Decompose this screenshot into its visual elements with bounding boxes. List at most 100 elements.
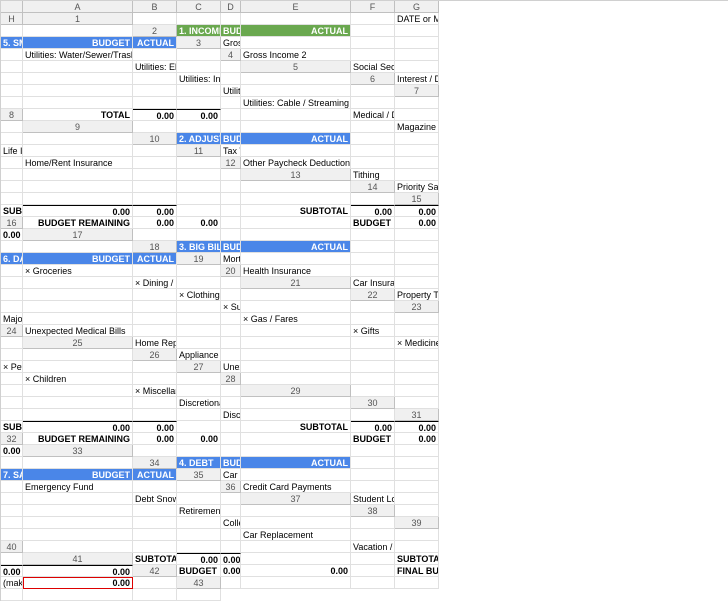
cell[interactable] <box>23 493 133 505</box>
cell[interactable] <box>221 349 241 361</box>
cell[interactable] <box>395 97 439 109</box>
cell[interactable] <box>221 61 241 73</box>
cell[interactable]: Interest / Dividends <box>395 73 439 85</box>
cell[interactable]: Appliance Replacement <box>177 349 221 361</box>
cell[interactable] <box>351 121 395 133</box>
cell[interactable] <box>133 505 177 517</box>
cell[interactable] <box>351 97 395 109</box>
cell[interactable] <box>221 445 241 457</box>
cell[interactable]: ACTUAL <box>241 457 351 469</box>
cell[interactable] <box>133 193 177 205</box>
cell[interactable] <box>1 241 23 253</box>
cell[interactable] <box>177 301 221 313</box>
cell[interactable] <box>177 121 221 133</box>
cell[interactable]: 0.00 <box>351 421 395 433</box>
cell[interactable] <box>395 529 439 541</box>
cell[interactable]: Gifts <box>351 325 395 337</box>
cell[interactable] <box>23 457 133 469</box>
cell[interactable] <box>1 157 23 169</box>
cell[interactable] <box>241 73 351 85</box>
cell[interactable] <box>395 505 439 517</box>
cell[interactable]: 0.00 <box>241 565 351 577</box>
cell[interactable] <box>133 49 177 61</box>
cell[interactable]: ACTUAL <box>241 133 351 145</box>
cell[interactable]: Priority Savings <box>395 181 439 193</box>
cell[interactable] <box>1 25 23 37</box>
cell[interactable] <box>351 529 395 541</box>
cell[interactable] <box>177 313 221 325</box>
cell[interactable] <box>241 397 351 409</box>
cell[interactable] <box>1 61 23 73</box>
cell[interactable]: 0.00 <box>177 217 221 229</box>
cell[interactable] <box>133 517 177 529</box>
cell[interactable]: Medical / Dental / Vision <box>351 109 395 121</box>
cell[interactable] <box>395 325 439 337</box>
cell[interactable]: 0.00 <box>133 433 177 445</box>
cell[interactable]: ACTUAL <box>133 253 177 265</box>
cell[interactable]: 0.00 <box>395 433 439 445</box>
cell[interactable] <box>133 97 177 109</box>
cell[interactable]: 0.00 <box>351 205 395 217</box>
cell[interactable] <box>1 97 23 109</box>
cell[interactable] <box>221 505 241 517</box>
cell[interactable] <box>1 409 23 421</box>
cell[interactable]: Car Replacement <box>241 529 351 541</box>
cell[interactable] <box>395 313 439 325</box>
cell[interactable]: Utilities: Phone <box>221 85 241 97</box>
cell[interactable] <box>221 577 241 589</box>
cell[interactable]: 0.00 <box>1 445 23 457</box>
cell[interactable] <box>133 229 177 241</box>
cell[interactable]: 0.00 <box>395 421 439 433</box>
cell[interactable] <box>351 349 395 361</box>
cell[interactable]: Dining / Fun <box>133 277 177 289</box>
cell[interactable] <box>1 289 23 301</box>
cell[interactable] <box>23 241 133 253</box>
cell[interactable] <box>241 289 351 301</box>
cell[interactable] <box>241 181 351 193</box>
cell[interactable] <box>133 265 177 277</box>
cell[interactable]: FINAL BUDGET <box>395 565 439 577</box>
cell[interactable] <box>1 277 23 289</box>
cell[interactable] <box>1 133 23 145</box>
cell[interactable] <box>241 541 351 553</box>
cell[interactable] <box>395 277 439 289</box>
cell[interactable] <box>351 145 395 157</box>
cell[interactable]: Pet Care <box>1 361 23 373</box>
cell[interactable]: Health Insurance <box>241 265 351 277</box>
cell[interactable] <box>23 301 133 313</box>
cell[interactable] <box>241 145 351 157</box>
cell[interactable] <box>177 205 221 217</box>
cell[interactable]: 0.00 <box>23 205 133 217</box>
cell[interactable] <box>241 85 351 97</box>
cell[interactable] <box>351 313 395 325</box>
cell[interactable] <box>133 541 177 553</box>
cell[interactable] <box>395 361 439 373</box>
cell[interactable] <box>241 325 351 337</box>
cell[interactable] <box>241 361 351 373</box>
cell[interactable] <box>177 373 221 385</box>
cell[interactable] <box>133 577 177 589</box>
cell[interactable] <box>1 553 23 565</box>
cell[interactable]: Vacation / Travel <box>351 541 395 553</box>
cell[interactable] <box>395 385 439 397</box>
cell[interactable] <box>1 349 23 361</box>
cell[interactable] <box>241 193 351 205</box>
cell[interactable] <box>23 349 133 361</box>
cell[interactable]: Car Payments <box>221 469 241 481</box>
cell[interactable] <box>23 61 133 73</box>
cell[interactable] <box>241 121 351 133</box>
cell[interactable] <box>177 85 221 97</box>
cell[interactable]: 0.00 <box>23 421 133 433</box>
cell[interactable]: 0.00 <box>221 565 241 577</box>
cell[interactable]: Discretionary 1 <box>177 397 221 409</box>
cell[interactable] <box>221 13 241 25</box>
cell[interactable] <box>1 457 23 469</box>
cell[interactable] <box>133 289 177 301</box>
cell[interactable] <box>1 169 23 181</box>
cell[interactable] <box>1 73 23 85</box>
cell[interactable]: 3. BIG BILLS <box>177 241 221 253</box>
cell[interactable] <box>351 37 395 49</box>
cell[interactable] <box>351 469 395 481</box>
cell[interactable] <box>221 337 241 349</box>
cell[interactable]: 0.00 <box>395 205 439 217</box>
